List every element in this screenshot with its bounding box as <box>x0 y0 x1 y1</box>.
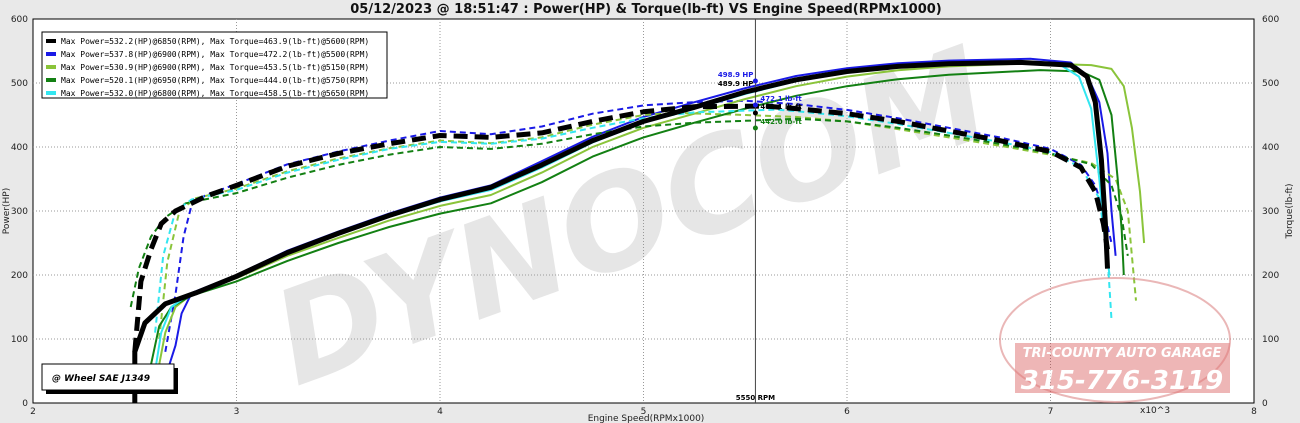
shop-logo: TRI-COUNTY AUTO GARAGE 315-776-3119 <box>999 277 1231 403</box>
cursor-value-label: 442.0 lb-ft <box>760 118 802 126</box>
legend-entry-label: Max Power=532.2(HP)@6850(RPM), Max Torqu… <box>61 37 369 46</box>
legend-entry-label: Max Power=532.0(HP)@6800(RPM), Max Torqu… <box>61 89 369 98</box>
cursor-marker <box>752 125 758 131</box>
y-axis-left-label: Power(HP) <box>2 188 12 234</box>
cursor-marker <box>752 78 758 84</box>
x-tick-label: 8 <box>1251 407 1257 417</box>
y-right-tick-label: 600 <box>1262 15 1279 25</box>
power-line-series-1 <box>132 59 1110 403</box>
y-left-tick-label: 400 <box>11 143 28 153</box>
legend: Max Power=532.2(HP)@6850(RPM), Max Torqu… <box>41 31 388 99</box>
cursor-value-label: 463.1 lb-ft <box>760 103 802 111</box>
legend-entry-label: Max Power=530.9(HP)@6900(RPM), Max Torqu… <box>61 63 369 72</box>
cursor-value-label: 472.1 lb-ft <box>760 95 802 103</box>
power-line-series-4 <box>150 69 1125 365</box>
x-tick-label: 6 <box>844 407 850 417</box>
shop-logo-band <box>1015 343 1230 393</box>
x-tick-label: 3 <box>234 407 240 417</box>
y-left-tick-label: 600 <box>11 15 28 25</box>
shop-logo-ring <box>999 277 1231 403</box>
y-right-tick-label: 300 <box>1262 207 1279 217</box>
y-left-tick-label: 100 <box>11 335 28 345</box>
note-box-text: @ Wheel SAE J1349 <box>52 374 150 384</box>
x-tick-label: 2 <box>30 407 36 417</box>
note-box-frame <box>41 363 175 391</box>
y-right-tick-label: 200 <box>1262 271 1279 281</box>
legend-frame <box>41 31 388 99</box>
grid <box>33 19 1254 403</box>
x-tick-label: 5 <box>641 407 647 417</box>
cursor-rpm-label: 5550 RPM <box>736 394 775 402</box>
cursor-value-label: 489.9 HP <box>718 80 754 88</box>
chart-title: 05/12/2023 @ 18:51:47 : Power(HP) & Torq… <box>350 2 941 17</box>
y-left-tick-label: 0 <box>22 399 28 409</box>
y-axis-right-label: Torque(lb-ft) <box>1285 184 1295 240</box>
y-right-tick-label: 500 <box>1262 79 1279 89</box>
cursor-marker <box>752 102 758 108</box>
cursor-value-label: 498.9 HP <box>718 71 754 79</box>
y-right-tick-label: 0 <box>1262 399 1268 409</box>
y-right-tick-label: 400 <box>1262 143 1279 153</box>
shop-name: TRI-COUNTY AUTO GARAGE <box>1023 346 1222 361</box>
y-left-tick-label: 200 <box>11 271 28 281</box>
x-axis-label: Engine Speed(RPMx1000) <box>588 414 705 423</box>
y-left-tick-label: 300 <box>11 207 28 217</box>
y-left-tick-label: 500 <box>11 79 28 89</box>
legend-entry-label: Max Power=520.1(HP)@6950(RPM), Max Torqu… <box>61 76 369 85</box>
y-right-tick-label: 100 <box>1262 335 1279 345</box>
shop-phone: 315-776-3119 <box>1021 366 1224 396</box>
x-multiplier-label: x10^3 <box>1140 406 1170 416</box>
x-tick-label: 7 <box>1048 407 1054 417</box>
note-box: @ Wheel SAE J1349 <box>41 363 178 394</box>
series-layer <box>129 57 1146 403</box>
cursor-marker <box>752 110 758 116</box>
x-tick-label: 4 <box>437 407 443 417</box>
legend-entry-label: Max Power=537.8(HP)@6900(RPM), Max Torqu… <box>61 50 369 59</box>
cursor-marker <box>752 87 758 93</box>
torque-line-series-5 <box>154 108 1113 333</box>
